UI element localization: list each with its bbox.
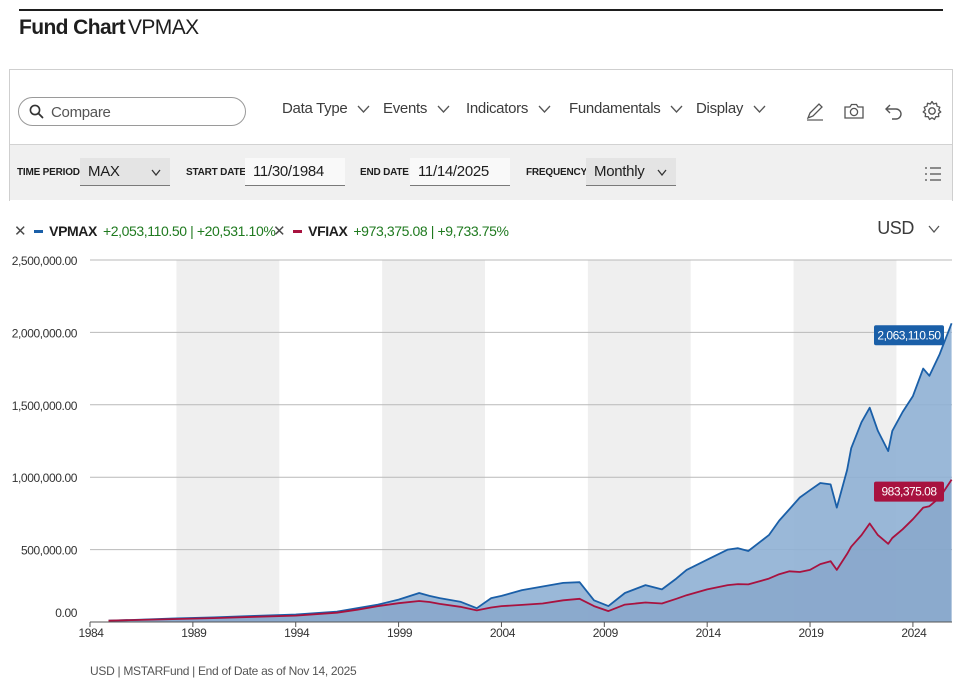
start-date-label: START DATE: [186, 167, 246, 178]
draw-button[interactable]: [802, 98, 828, 124]
menu-indicators-label: Indicators: [466, 100, 529, 117]
y-tick-label: 2,000,000.00: [12, 326, 78, 340]
x-tick-label: 2014: [696, 626, 722, 640]
pencil-icon: [806, 103, 823, 121]
x-tick-label: 2019: [798, 626, 824, 640]
end-value-badge-vfiax: [874, 481, 944, 502]
chart-panel: [9, 69, 953, 201]
y-tick-label: 1,500,000.00: [12, 399, 78, 413]
legend-change-vpmax: +2,053,110.50 | +20,531.10%: [102, 223, 276, 239]
y-tick-label: 2,500,000.00: [12, 254, 78, 268]
time-period-label: TIME PERIOD: [17, 167, 80, 178]
settings-button[interactable]: [919, 98, 945, 124]
menu-data-type[interactable]: Data Type: [282, 100, 370, 117]
compare-search[interactable]: [18, 97, 246, 126]
x-tick-label: 2009: [593, 626, 619, 640]
legend-item-vfiax: ✕ VFIAX +973,375.08 | +9,733.75%: [273, 222, 509, 240]
end-value-badge-vpmax: [874, 325, 944, 346]
legend-change-vfiax: +973,375.08 | +9,733.75%: [353, 223, 509, 239]
menu-display-label: Display: [696, 100, 744, 117]
page-title: Fund Chart VPMAX: [19, 16, 199, 40]
shaded-band-1: [382, 260, 485, 622]
end-date-input[interactable]: 11/14/2025: [410, 158, 510, 186]
shaded-band-2: [587, 260, 691, 622]
chevron-down-icon: [670, 105, 683, 113]
legend-swatch-vpmax: [34, 229, 44, 233]
frequency-select[interactable]: Monthly: [586, 158, 676, 186]
legend-name-vfiax: VFIAX: [308, 223, 348, 239]
frequency-value: Monthly: [594, 163, 645, 180]
chart-svg: 0.00 500,000.00 1,000,000.00 1,500,000.00 2,…: [12, 254, 953, 640]
time-period-value: MAX: [88, 163, 120, 180]
chevron-down-icon: [357, 105, 370, 113]
time-period-select[interactable]: MAX: [80, 158, 170, 186]
series-line-vpmax: [108, 322, 953, 622]
camera-icon: [844, 103, 864, 119]
legend-name-vpmax: VPMAX: [49, 223, 97, 239]
page-title-label: Fund Chart: [19, 16, 126, 39]
currency-select[interactable]: USD: [877, 218, 940, 239]
menu-data-type-label: Data Type: [282, 100, 348, 117]
menu-fundamentals[interactable]: Fundamentals: [569, 100, 683, 117]
menu-events-label: Events: [383, 100, 428, 117]
list-icon: [925, 167, 941, 181]
series-line-vfiax: [108, 479, 953, 622]
x-tick-label: 1994: [284, 626, 310, 640]
undo-icon: [885, 104, 902, 120]
menu-fundamentals-label: Fundamentals: [569, 100, 661, 117]
x-tick-label: 1989: [181, 626, 207, 640]
y-tick-label: 1,000,000.00: [12, 471, 78, 485]
gear-icon: [922, 100, 942, 121]
end-value-label-vpmax: 2,063,110.50: [877, 328, 941, 342]
x-tick-label: 2004: [490, 626, 516, 640]
series-area-vfiax: [108, 479, 952, 622]
legend-item-vpmax: ✕ VPMAX +2,053,110.50 | +20,531.10%: [14, 222, 276, 240]
chevron-down-icon: [657, 169, 667, 176]
table-view-button[interactable]: [920, 161, 946, 187]
end-date-value: 11/14/2025: [418, 163, 489, 180]
title-rule: [19, 9, 943, 11]
x-tick-label: 1984: [78, 626, 104, 640]
x-tick-label: 1999: [387, 626, 413, 640]
chart-legend: ✕ VPMAX +2,053,110.50 | +20,531.10% ✕ VF…: [10, 218, 952, 244]
x-tick-label: 2024: [901, 626, 927, 640]
screenshot-button[interactable]: [841, 98, 867, 124]
frequency-label: FREQUENCY: [526, 167, 587, 178]
end-date-label: END DATE: [360, 167, 409, 178]
menu-events[interactable]: Events: [383, 100, 450, 117]
chevron-down-icon: [437, 105, 450, 113]
search-icon: [29, 104, 44, 119]
undo-button[interactable]: [881, 98, 907, 124]
chevron-down-icon: [538, 105, 551, 113]
y-tick-label: 500,000.00: [21, 544, 78, 558]
legend-swatch-vfiax: [293, 229, 303, 233]
start-date-value: 11/30/1984: [253, 163, 324, 180]
page-title-ticker: VPMAX: [127, 16, 199, 39]
chevron-down-icon: [753, 105, 766, 113]
menu-display[interactable]: Display: [696, 100, 766, 117]
menu-indicators[interactable]: Indicators: [466, 100, 551, 117]
remove-series-vpmax-icon[interactable]: ✕: [14, 223, 27, 240]
footnote: USD | MSTARFund | End of Date as of Nov …: [90, 664, 357, 678]
chevron-down-icon: [151, 169, 161, 176]
y-tick-label: 0.00: [55, 606, 77, 620]
shaded-band-0: [176, 260, 280, 622]
end-value-label-vfiax: 983,375.08: [881, 485, 937, 499]
fund-chart: 0.00 500,000.00 1,000,000.00 1,500,000.00 2,…: [0, 250, 960, 645]
currency-value: USD: [877, 218, 914, 238]
chevron-down-icon: [928, 225, 940, 233]
compare-input[interactable]: [51, 102, 236, 122]
start-date-input[interactable]: 11/30/1984: [245, 158, 345, 186]
remove-series-vfiax-icon[interactable]: ✕: [273, 223, 286, 240]
